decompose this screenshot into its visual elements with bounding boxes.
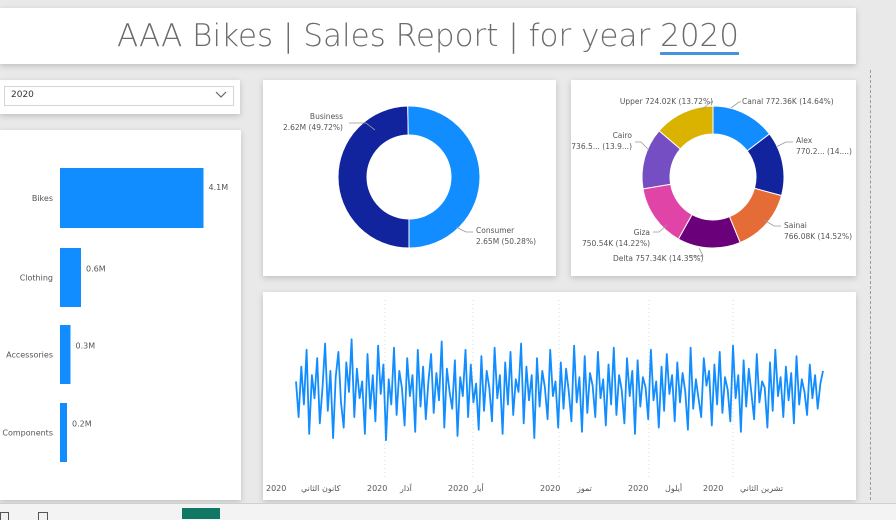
chevron-down-icon[interactable] bbox=[215, 90, 227, 100]
x-tick-year: 2020 bbox=[266, 484, 286, 493]
donut-label-value: 750.54K (14.22%) bbox=[582, 239, 650, 248]
donut-label-value: 2.65M (50.28%) bbox=[476, 237, 536, 246]
page-nav-icon[interactable] bbox=[0, 512, 9, 520]
donut-slice-consumer bbox=[407, 105, 481, 249]
bar-category-label: Components bbox=[2, 429, 53, 438]
category-bar-chart-card: Bikes 4.1M Clothing 0.6M Accessories 0.3M Comp… bbox=[0, 130, 241, 500]
donut-label-name: Canal bbox=[742, 97, 763, 106]
leader-line bbox=[730, 101, 741, 109]
donut-label-value: 770.2... (14....) bbox=[796, 147, 852, 156]
x-tick-year: 2020 bbox=[628, 484, 648, 493]
x-tick-month: كانون الثاني bbox=[301, 484, 341, 493]
sales-line-chart[interactable]: 2020 كانون الثاني 2020 آذار 2020 أيار 2020 تموز… bbox=[263, 292, 856, 500]
leader-line bbox=[763, 219, 781, 227]
donut-label: Delta 757.34K (14.35%) bbox=[613, 254, 703, 263]
donut-label-value: 724.02K (13.72%) bbox=[645, 97, 713, 106]
leader-line bbox=[349, 122, 376, 131]
donut-label-name: Upper bbox=[620, 97, 644, 106]
donut-slice-upper bbox=[658, 105, 714, 150]
bar-category-label: Accessories bbox=[6, 351, 53, 360]
donut-label-name: Sainai bbox=[784, 221, 807, 230]
leader-line bbox=[635, 141, 650, 151]
page-view-icon[interactable] bbox=[38, 512, 48, 520]
donut-label-name: Giza bbox=[634, 228, 650, 237]
leader-line bbox=[455, 226, 473, 233]
donut-label: Upper 724.02K (13.72%) bbox=[620, 97, 713, 106]
donut-label-value: 772.36K (14.64%) bbox=[766, 97, 834, 106]
active-page-tab[interactable] bbox=[182, 508, 220, 519]
donut-label-name: Delta bbox=[613, 254, 633, 263]
sales-series-line bbox=[295, 338, 824, 442]
report-title-year: 2020 bbox=[660, 18, 739, 54]
segment-donut-card: Business 2.62M (49.72%) Consumer 2.65M (50.… bbox=[263, 80, 556, 276]
year-slicer-dropdown[interactable]: 2020 bbox=[4, 86, 234, 106]
x-tick-month: تموز bbox=[576, 484, 592, 493]
title-card: AAA Bikes | Sales Report | for year 2020 bbox=[0, 8, 856, 64]
donut-label-name: Alex bbox=[796, 136, 813, 145]
segment-donut-chart[interactable]: Business 2.62M (49.72%) Consumer 2.65M (50.… bbox=[263, 80, 556, 276]
donut-slice-business bbox=[337, 105, 410, 249]
bar-components bbox=[60, 403, 67, 462]
x-tick-year: 2020 bbox=[703, 484, 723, 493]
x-tick-year: 2020 bbox=[448, 484, 468, 493]
x-tick-month: تشرين الثاني bbox=[740, 484, 783, 493]
bottom-status-strip bbox=[0, 503, 896, 520]
x-tick-month: أيلول bbox=[665, 483, 682, 493]
bar-data-label: 0.3M bbox=[76, 342, 96, 351]
donut-label-value: 2.62M (49.72%) bbox=[283, 123, 343, 132]
x-tick-year: 2020 bbox=[367, 484, 387, 493]
bar-data-label: 4.1M bbox=[209, 183, 229, 192]
donut-label-value: 757.34K (14.35%) bbox=[635, 254, 703, 263]
leader-line bbox=[689, 247, 704, 257]
canvas-edge-divider bbox=[870, 70, 872, 500]
donut-label-value: 766.08K (14.52%) bbox=[784, 232, 852, 241]
x-tick-year: 2020 bbox=[540, 484, 560, 493]
report-title: AAA Bikes | Sales Report | for year 2020 bbox=[0, 18, 856, 54]
bar-data-label: 0.6M bbox=[86, 265, 106, 274]
donut-label-name: Business bbox=[310, 112, 343, 121]
leader-line bbox=[775, 141, 793, 148]
x-tick-month: أيار bbox=[472, 483, 484, 493]
bar-category-label: Clothing bbox=[20, 274, 53, 283]
donut-label: Canal 772.36K (14.64%) bbox=[742, 97, 834, 106]
bar-accessories bbox=[60, 325, 71, 384]
category-bar-chart[interactable]: Bikes 4.1M Clothing 0.6M Accessories 0.3M Comp… bbox=[0, 130, 241, 500]
region-donut-chart[interactable]: Canal 772.36K (14.64%) Alex 770.2... (14..… bbox=[571, 80, 856, 276]
x-tick-month: آذار bbox=[399, 483, 413, 493]
year-slicer-value: 2020 bbox=[11, 90, 34, 100]
sales-line-chart-card: 2020 كانون الثاني 2020 آذار 2020 أيار 2020 تموز… bbox=[263, 292, 856, 500]
report-title-prefix: AAA Bikes | Sales Report | for year bbox=[116, 18, 661, 54]
donut-label-value: 736.5... (13.9...) bbox=[571, 142, 632, 151]
donut-label-name: Cairo bbox=[613, 131, 633, 140]
bar-category-label: Bikes bbox=[32, 194, 53, 203]
year-slicer-card: 2020 bbox=[0, 80, 240, 114]
bar-bikes bbox=[60, 168, 204, 228]
bar-clothing bbox=[60, 248, 81, 307]
region-donut-card: Canal 772.36K (14.64%) Alex 770.2... (14..… bbox=[571, 80, 856, 276]
leader-line bbox=[653, 224, 668, 233]
leader-line bbox=[700, 101, 713, 111]
donut-label-name: Consumer bbox=[476, 226, 515, 235]
bar-data-label: 0.2M bbox=[72, 420, 92, 429]
